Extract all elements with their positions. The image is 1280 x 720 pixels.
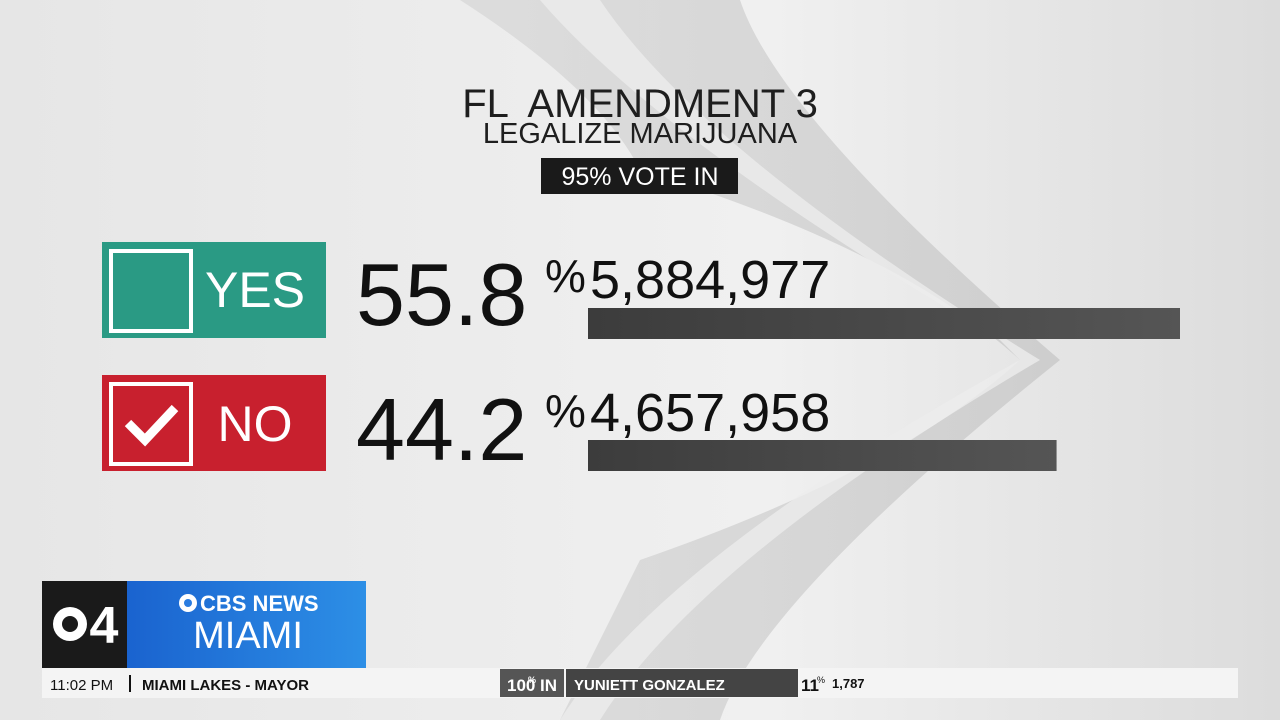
reporting: 100 [507, 676, 535, 695]
checkbox [109, 249, 193, 333]
station-logo: 4 CBS NEWS MIAMI [42, 581, 366, 668]
checkmark [124, 404, 179, 447]
yes-row: YES 55.8 % 5,884,977 [102, 242, 1180, 344]
candidate-votes: 1,787 [832, 676, 865, 691]
reporting-badge [541, 158, 738, 194]
reporting: 95% VOTE IN [562, 163, 719, 191]
chevron [460, 0, 1060, 720]
brand: CBS NEWS [200, 591, 319, 616]
candidate: YUNIETT GONZALEZ [574, 677, 725, 694]
percent: 44.2 [356, 380, 527, 479]
choice: NO [218, 396, 293, 452]
votes: 5,884,977 [590, 250, 830, 310]
no-row: NO 44.2 % 4,657,958 [102, 375, 1057, 479]
candidate-percent: 11 [801, 676, 819, 695]
reporting-unit: % [528, 675, 536, 685]
votes: 4,657,958 [590, 383, 830, 443]
eye-pupil [62, 616, 78, 632]
candidate-block [566, 669, 798, 697]
percent-unit: % [545, 385, 586, 437]
separator [129, 675, 131, 692]
race: MIAMI LAKES - MAYOR [142, 677, 309, 694]
vote-bar [588, 440, 1057, 471]
time: 11:02 PM [50, 677, 113, 694]
ticker: 11:02 PM MIAMI LAKES - MAYOR 100 % IN YU… [42, 668, 1238, 698]
channel: 4 [90, 597, 119, 655]
city: MIAMI [193, 615, 303, 657]
brand-block [127, 581, 366, 668]
subtitle: LEGALIZE MARIJUANA [483, 118, 798, 150]
eye-pupil [184, 599, 192, 607]
vote-bar [588, 308, 1180, 339]
reporting-text: IN [540, 676, 557, 695]
candidate-percent-unit: % [817, 675, 825, 685]
percent: 55.8 [356, 245, 527, 344]
title: FL AMENDMENT 3 [462, 82, 818, 126]
percent-unit: % [545, 250, 586, 302]
choice-box [102, 242, 326, 338]
choice: YES [205, 262, 305, 318]
reporting-block [500, 669, 564, 697]
checkbox [109, 382, 193, 466]
choice-box [102, 375, 326, 471]
